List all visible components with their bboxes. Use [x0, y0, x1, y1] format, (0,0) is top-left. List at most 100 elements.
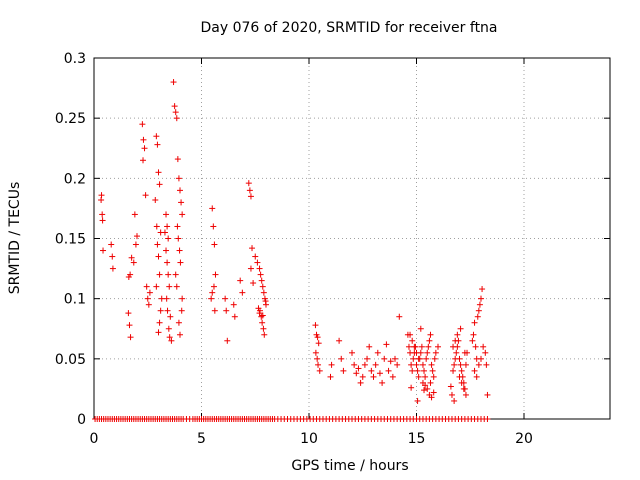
data-point — [422, 382, 429, 389]
y-axis-label: SRMTID / TECUs — [7, 182, 23, 295]
data-point — [414, 367, 421, 374]
data-point — [470, 331, 477, 338]
data-point — [314, 334, 321, 341]
data-point — [451, 361, 458, 368]
data-point — [383, 341, 390, 348]
data-point — [260, 325, 267, 332]
data-point — [357, 379, 364, 386]
data-point — [336, 337, 343, 344]
data-point — [128, 254, 135, 261]
data-point — [421, 367, 428, 374]
data-point — [379, 379, 386, 386]
data-point — [479, 286, 486, 293]
data-point — [351, 361, 358, 368]
data-point — [108, 241, 115, 248]
data-point — [145, 301, 152, 308]
data-point — [223, 307, 230, 314]
data-point — [430, 389, 437, 396]
data-point — [430, 373, 437, 380]
data-point — [163, 295, 170, 302]
data-point — [163, 211, 170, 218]
data-point — [366, 343, 373, 350]
data-point — [208, 295, 215, 302]
data-point — [239, 289, 246, 296]
data-point — [259, 312, 266, 319]
x-tick-label: 15 — [408, 431, 426, 447]
y-tick-label: 0.2 — [64, 171, 86, 187]
data-point — [252, 253, 259, 260]
data-point — [165, 325, 172, 332]
data-point — [475, 307, 482, 314]
data-point — [210, 283, 217, 290]
data-point — [392, 355, 398, 362]
data-point — [425, 343, 432, 350]
y-tick-label: 0.15 — [55, 232, 86, 248]
data-point — [460, 385, 467, 392]
data-point — [389, 373, 396, 380]
data-point — [385, 367, 392, 374]
data-point — [462, 391, 469, 398]
data-point — [250, 280, 257, 287]
data-point — [424, 349, 431, 356]
data-point — [340, 367, 347, 374]
data-point — [260, 289, 267, 296]
data-points — [92, 79, 491, 422]
y-axis-ticks: 0 0.05 0.1 0.15 0.2 0.25 0.3 — [55, 51, 610, 428]
data-point — [156, 181, 163, 188]
data-point — [431, 355, 438, 362]
data-point — [478, 295, 484, 302]
data-point — [258, 277, 265, 284]
data-point — [175, 235, 182, 242]
data-point — [355, 365, 362, 372]
data-point — [171, 103, 178, 110]
data-point — [469, 337, 476, 344]
data-point — [396, 313, 403, 320]
data-point — [480, 343, 487, 350]
data-point — [422, 373, 429, 380]
data-point — [161, 229, 168, 236]
data-point — [153, 223, 160, 230]
data-point — [472, 343, 479, 350]
data-point — [109, 265, 116, 272]
data-point — [170, 79, 177, 86]
data-point — [134, 233, 140, 240]
data-point — [224, 337, 231, 344]
data-point — [484, 391, 491, 398]
data-point — [211, 241, 218, 248]
y-tick-label: 0.3 — [64, 51, 86, 67]
data-point — [327, 373, 334, 380]
data-point — [153, 283, 160, 290]
y-tick-label: 0.1 — [64, 292, 86, 308]
data-point — [428, 361, 435, 368]
data-point — [177, 187, 183, 194]
data-point — [176, 247, 183, 254]
data-point — [426, 337, 433, 344]
data-point — [99, 217, 106, 224]
data-point — [179, 211, 186, 218]
data-point — [154, 241, 161, 248]
data-point — [408, 361, 415, 368]
data-point — [173, 283, 180, 290]
data-point — [359, 373, 366, 380]
data-point — [435, 343, 441, 350]
data-point — [178, 307, 185, 314]
data-point — [156, 271, 163, 278]
data-point — [237, 277, 244, 284]
data-point — [462, 361, 469, 368]
data-point — [261, 331, 268, 338]
data-point — [448, 391, 455, 398]
data-point — [130, 259, 137, 266]
data-point — [127, 334, 134, 341]
data-point — [409, 367, 416, 374]
data-point — [456, 355, 463, 362]
data-point — [174, 156, 181, 163]
data-point — [451, 397, 458, 404]
data-point — [155, 253, 162, 260]
data-point — [157, 307, 164, 314]
y-tick-label: 0.25 — [55, 111, 86, 127]
data-point — [165, 235, 172, 242]
data-point — [166, 334, 173, 341]
y-tick-label: 0 — [77, 412, 86, 428]
data-point — [247, 265, 254, 272]
